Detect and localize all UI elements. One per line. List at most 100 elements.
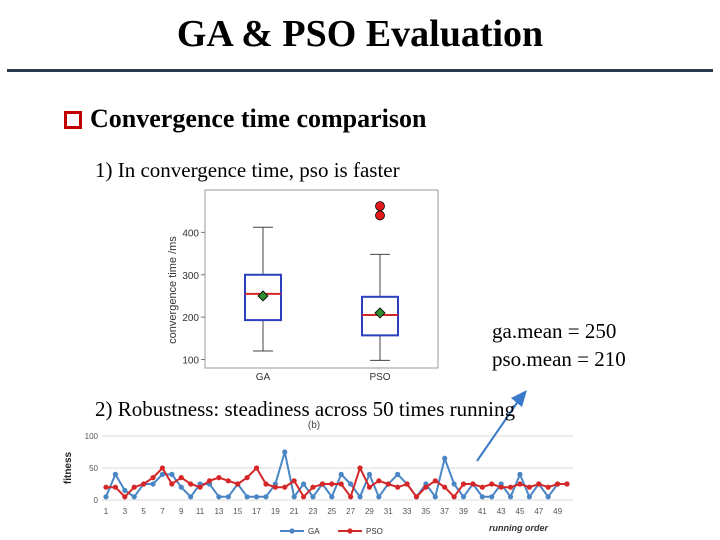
series-point	[526, 494, 532, 500]
series-point	[188, 494, 194, 500]
legend-label: GA	[308, 527, 320, 536]
outlier-point	[375, 201, 385, 212]
line-chart-x-tick-label: 25	[327, 507, 336, 516]
series-point	[159, 471, 166, 477]
series-point	[206, 478, 213, 484]
series-point	[526, 484, 532, 490]
line-chart-x-tick-label: 41	[478, 507, 487, 516]
series-pso	[103, 465, 570, 500]
series-point	[188, 481, 194, 487]
line-chart-x-tick-label: 3	[123, 507, 128, 516]
series-line	[106, 465, 567, 499]
boxplot-y-axis-label: convergence time /ms	[167, 236, 179, 344]
series-point	[253, 465, 260, 471]
series-point	[357, 494, 363, 500]
series-point	[150, 475, 156, 481]
series-point	[395, 471, 401, 477]
line-chart-title: (b)	[308, 420, 320, 431]
series-point	[291, 494, 297, 500]
series-point	[489, 494, 495, 500]
line-chart-y-tick-label: 50	[89, 464, 98, 473]
title-divider	[7, 69, 713, 72]
line-chart-x-tick-label: 5	[141, 507, 146, 516]
series-point	[169, 471, 175, 477]
line-chart-x-tick-label: 39	[459, 507, 468, 516]
boxplot-y-tick-label: 200	[182, 313, 199, 324]
series-point	[423, 484, 429, 490]
series-point	[197, 484, 203, 490]
series-point	[112, 484, 119, 490]
series-point	[329, 481, 335, 487]
series-point	[282, 484, 288, 490]
series-point	[395, 484, 401, 490]
series-point	[366, 484, 373, 490]
series-point	[225, 494, 231, 500]
line-chart-x-tick-label: 47	[534, 507, 543, 516]
series-point	[554, 481, 561, 487]
series-point	[404, 481, 410, 487]
line-chart-x-tick-label: 33	[403, 507, 412, 516]
series-point	[141, 481, 147, 487]
series-point	[460, 481, 467, 487]
line-chart-x-tick-label: 29	[365, 507, 374, 516]
line-chart-x-tick-label: 31	[384, 507, 393, 516]
legend-swatch-point	[347, 528, 353, 534]
series-point	[300, 494, 307, 500]
series-point	[216, 475, 222, 481]
series-point	[103, 494, 109, 500]
series-point	[244, 494, 250, 500]
line-chart-x-tick-label: 45	[516, 507, 525, 516]
series-point	[366, 471, 373, 477]
line-chart-x-tick-label: 43	[497, 507, 506, 516]
series-point	[310, 484, 316, 490]
series-point	[169, 481, 175, 487]
series-point	[103, 484, 109, 490]
series-point	[150, 481, 156, 487]
series-point	[263, 494, 269, 500]
series-point	[131, 484, 137, 490]
point-1-text: 1) In convergence time, pso is faster	[95, 158, 400, 182]
series-point	[263, 481, 269, 487]
series-point	[216, 494, 222, 500]
series-point	[376, 494, 382, 500]
line-chart-x-tick-label: 17	[252, 507, 261, 516]
series-point	[244, 475, 250, 481]
series-point	[517, 471, 523, 477]
series-point	[282, 449, 288, 455]
line-chart-y-axis-label: fitness	[63, 451, 74, 484]
pso-mean-text: pso.mean = 210	[492, 347, 626, 371]
series-point	[385, 481, 391, 487]
line-chart-x-tick-label: 13	[214, 507, 223, 516]
line-chart-x-tick-label: 21	[290, 507, 299, 516]
series-point	[122, 487, 128, 493]
line-chart-x-tick-label: 37	[440, 507, 449, 516]
line-chart-x-axis-label: running order	[489, 523, 548, 533]
boxplot-y-tick-label: 300	[182, 271, 199, 282]
series-point	[112, 471, 119, 477]
line-chart-x-tick-label: 15	[233, 507, 242, 516]
line-chart-x-tick-label: 35	[421, 507, 430, 516]
slide-title: GA & PSO Evaluation	[176, 13, 544, 55]
series-point	[131, 494, 137, 500]
series-point	[442, 455, 448, 461]
series-point	[376, 478, 382, 484]
series-point	[338, 471, 344, 477]
series-point	[442, 484, 448, 490]
boxplot-x-tick-label: GA	[256, 372, 271, 383]
boxplot-chart: 100 200 300 400 convergence time /ms GA PSO	[167, 189, 439, 383]
line-chart-x-tick-label: 1	[104, 507, 109, 516]
series-point	[319, 481, 325, 487]
boxplot-x-tick-label: PSO	[369, 372, 390, 383]
series-point	[479, 494, 485, 500]
line-chart-x-tick-label: 49	[553, 507, 562, 516]
boxplot-y-tick-label: 100	[182, 356, 199, 367]
square-bullet-icon	[64, 111, 82, 129]
series-point	[498, 484, 504, 490]
series-point	[460, 494, 467, 500]
series-point	[178, 475, 184, 481]
legend-label: PSO	[366, 527, 383, 536]
series-point	[338, 481, 344, 487]
annotation-arrow-head	[511, 390, 527, 407]
series-point	[507, 484, 514, 490]
